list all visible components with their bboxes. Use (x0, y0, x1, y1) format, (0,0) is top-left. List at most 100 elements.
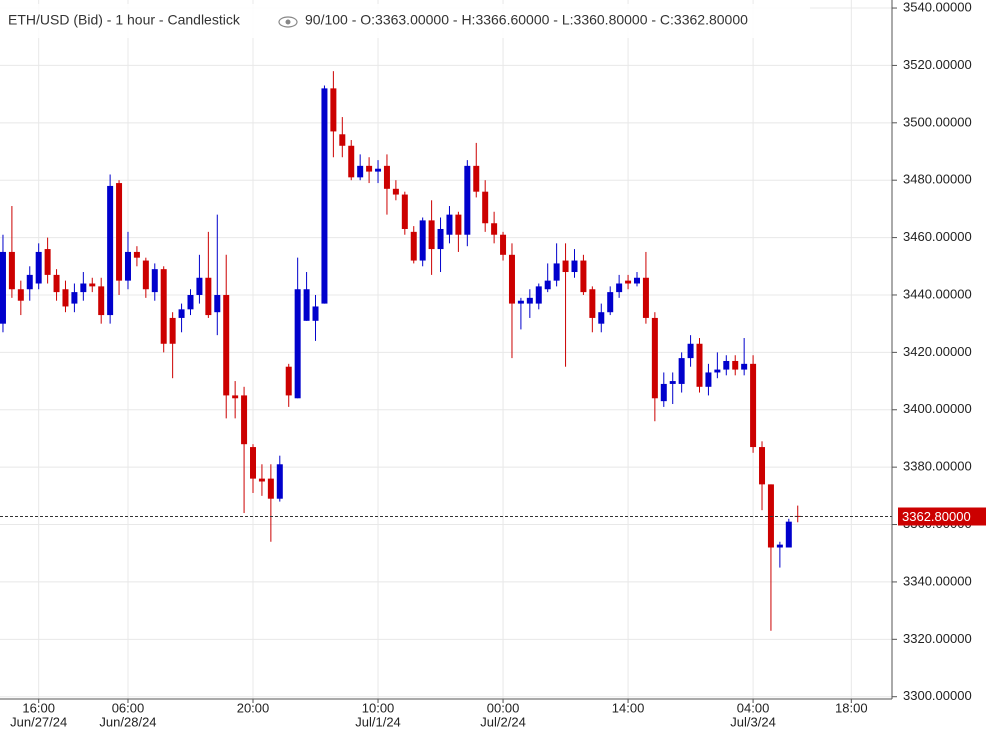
candle-body (98, 286, 105, 316)
candle-body (294, 289, 301, 399)
candle-body (464, 165, 471, 235)
candle-body (348, 145, 355, 178)
y-tick-label: 3480.00000 (903, 172, 972, 187)
eye-icon (278, 16, 298, 28)
candle-body (223, 294, 230, 396)
axes: 3300.000003320.000003340.000003360.00000… (10, 0, 986, 729)
x-tick-label: 20:00 (237, 700, 270, 715)
candle-body (696, 343, 703, 387)
candle-body (187, 294, 194, 310)
candle-body (508, 254, 515, 304)
candle-body (562, 260, 569, 273)
y-tick-label: 3540.00000 (903, 0, 972, 14)
x-tick-label: 10:00 (362, 700, 395, 715)
candle-body (687, 343, 694, 359)
candle-body (776, 544, 783, 548)
candle-body (330, 88, 337, 132)
candle-body (553, 263, 560, 281)
candle-body (250, 447, 257, 479)
candle-body (44, 249, 51, 275)
candle-body (589, 289, 596, 318)
x-date-label: Jun/27/24 (10, 714, 67, 729)
y-tick-label: 3380.00000 (903, 459, 972, 474)
candle-body (142, 260, 149, 290)
candle-body (714, 369, 721, 373)
header-values: 90/100 - O:3363.00000 - H:3366.60000 - L… (305, 12, 748, 28)
candle-body (285, 366, 292, 396)
candle-body (80, 283, 87, 293)
candle-body (71, 292, 78, 304)
candle-body (741, 363, 748, 370)
x-tick-label: 14:00 (612, 700, 645, 715)
x-tick-label: 06:00 (112, 700, 145, 715)
x-tick-label: 16:00 (22, 700, 55, 715)
y-tick-label: 3500.00000 (903, 114, 972, 129)
candle-body (455, 214, 462, 235)
candle-body (375, 168, 382, 172)
candle-body (482, 191, 489, 224)
y-tick-label: 3440.00000 (903, 286, 972, 301)
candle-body (633, 277, 640, 284)
candle-body (401, 194, 408, 229)
x-tick-label: 04:00 (737, 700, 770, 715)
candle-body (410, 231, 417, 261)
candle-body (339, 134, 346, 146)
candle-body (723, 360, 730, 370)
y-tick-label: 3400.00000 (903, 401, 972, 416)
candle-body (705, 372, 712, 387)
y-tick-label: 3340.00000 (903, 573, 972, 588)
candle-body (526, 297, 533, 304)
candle-body (446, 214, 453, 235)
candle-body (660, 383, 667, 402)
x-tick-label: 18:00 (835, 700, 868, 715)
candle-body (151, 269, 158, 293)
candle-body (133, 251, 140, 258)
candle-body (214, 294, 221, 313)
candle-body (535, 286, 542, 304)
y-tick-label: 3300.00000 (903, 688, 972, 703)
x-tick-label: 00:00 (487, 700, 520, 715)
x-date-label: Jun/28/24 (99, 714, 156, 729)
candle-body (205, 277, 212, 316)
candle-body (785, 521, 792, 548)
candle-body (357, 165, 364, 178)
candle-body (321, 88, 328, 304)
candle-body (312, 306, 319, 321)
candle-body (598, 312, 605, 324)
candle-body (160, 269, 167, 344)
candle-body (580, 260, 587, 293)
candle-body (571, 260, 578, 273)
candle-body (625, 280, 632, 284)
x-date-label: Jul/1/24 (355, 714, 401, 729)
y-tick-label: 3520.00000 (903, 57, 972, 72)
candle-body (366, 165, 373, 172)
candle-body (607, 292, 614, 313)
y-tick-label: 3320.00000 (903, 631, 972, 646)
candle-body (8, 251, 15, 290)
candle-body (124, 251, 131, 281)
candle-body (267, 478, 274, 499)
candle-body (767, 484, 774, 548)
candle-body (678, 358, 685, 384)
x-date-label: Jul/2/24 (480, 714, 526, 729)
candle-body (53, 274, 60, 293)
candle-body (544, 280, 551, 290)
candle-body (0, 251, 6, 324)
candle-body (669, 381, 676, 384)
last-price-box (898, 507, 986, 526)
candle-body (491, 223, 498, 235)
candle-body (232, 395, 239, 399)
candle-body (642, 277, 649, 318)
candle-body (383, 165, 390, 189)
candle-body (437, 228, 444, 250)
x-date-label: Jul/3/24 (730, 714, 776, 729)
candle-body (17, 289, 24, 301)
candles (0, 71, 892, 631)
last-price-label: 3362.80000 (902, 509, 971, 524)
candle-body (500, 234, 507, 255)
candle-body (116, 183, 123, 281)
candle-body (26, 274, 33, 290)
